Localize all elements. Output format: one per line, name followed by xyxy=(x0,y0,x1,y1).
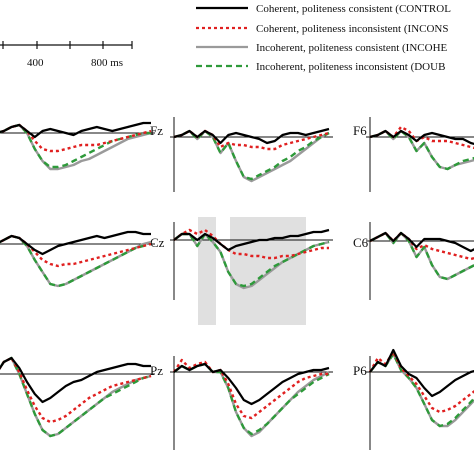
panel-fz xyxy=(170,117,333,192)
panel-label-cz: Cz xyxy=(150,235,165,250)
series-line-inconsistent xyxy=(172,358,329,420)
series-line-control xyxy=(369,348,474,398)
panel-edge-3 xyxy=(0,230,155,288)
series-line-double xyxy=(173,362,330,436)
series-line-inconsistent xyxy=(173,129,330,151)
series-line-incoherent xyxy=(173,129,330,183)
series-line-double xyxy=(173,232,330,288)
series-line-control xyxy=(0,230,151,256)
panel-label-f6: F6 xyxy=(353,123,367,138)
series-line-control xyxy=(369,129,474,145)
panel-label-p6: P6 xyxy=(353,363,367,378)
series-line-control xyxy=(173,362,330,406)
analysis-window-early xyxy=(198,217,216,325)
series-line-double xyxy=(0,356,152,438)
erp-panels xyxy=(0,117,474,450)
panel-edge-0 xyxy=(0,121,155,171)
panel-label-pz: Pz xyxy=(150,363,163,378)
series-line-double xyxy=(0,123,151,169)
series-line-inconsistent xyxy=(368,350,474,414)
series-line-control xyxy=(369,231,474,253)
series-line-control xyxy=(0,356,151,404)
legend-label-control: Coherent, politeness consistent (CONTROL xyxy=(256,3,451,15)
panel-label-fz: Fz xyxy=(150,123,163,138)
panel-label-c6: C6 xyxy=(353,235,369,250)
legend-label-inconsistent: Coherent, politeness inconsistent (INCON… xyxy=(256,23,448,35)
legend-label-double: Incoherent, politeness inconsistent (DOU… xyxy=(256,61,445,73)
panel-pz xyxy=(170,356,333,450)
series-line-double xyxy=(369,352,474,428)
legend: Coherent, politeness consistent (CONTROL… xyxy=(196,3,451,73)
panel-edge-6 xyxy=(0,356,155,438)
series-line-inconsistent xyxy=(0,123,152,153)
series-line-control xyxy=(173,228,330,252)
time-scale-bar: 400 800 ms xyxy=(0,41,133,69)
scale-tick-800: 800 ms xyxy=(91,57,123,69)
series-line-incoherent xyxy=(0,356,152,438)
series-line-inconsistent xyxy=(0,234,152,268)
series-line-inconsistent xyxy=(0,356,152,424)
series-line-inconsistent xyxy=(173,228,329,260)
panel-f6 xyxy=(366,117,474,192)
panel-c6 xyxy=(366,222,474,300)
scale-tick-400: 400 xyxy=(27,57,44,69)
panel-p6 xyxy=(366,348,474,450)
series-line-control xyxy=(173,127,330,145)
panel-cz xyxy=(170,222,333,300)
legend-label-incoherent: Incoherent, politeness consistent (INCOH… xyxy=(256,42,448,54)
series-line-incoherent xyxy=(173,362,330,438)
series-line-inconsistent xyxy=(369,231,474,261)
series-line-control xyxy=(0,121,151,139)
series-line-double xyxy=(0,234,152,288)
